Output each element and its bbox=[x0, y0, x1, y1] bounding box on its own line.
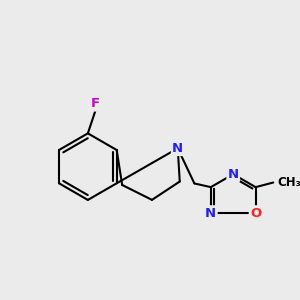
Text: N: N bbox=[228, 168, 239, 181]
Text: F: F bbox=[91, 97, 100, 110]
Text: N: N bbox=[205, 206, 216, 220]
Text: O: O bbox=[250, 206, 261, 220]
Text: N: N bbox=[172, 142, 183, 155]
Text: CH₃: CH₃ bbox=[277, 176, 300, 189]
